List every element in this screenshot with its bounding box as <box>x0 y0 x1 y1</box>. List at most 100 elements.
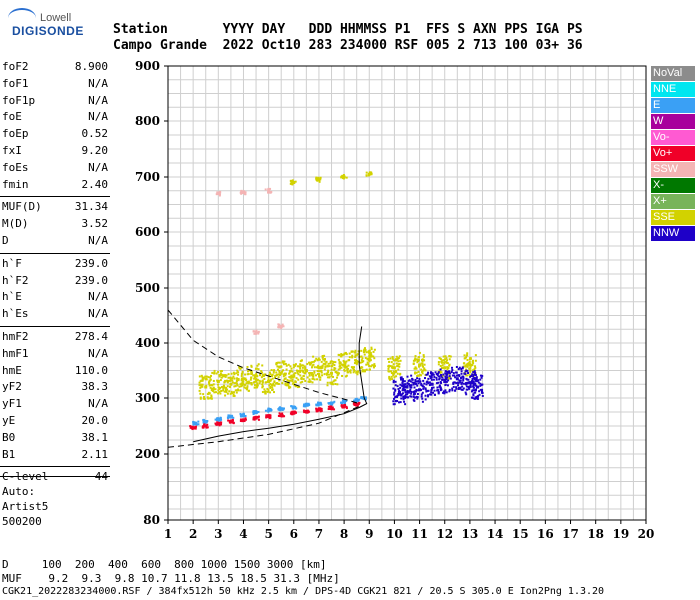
data-point <box>257 418 260 421</box>
data-point <box>348 370 351 373</box>
data-point <box>445 357 448 360</box>
data-point <box>268 384 271 387</box>
data-point <box>279 373 282 376</box>
data-point <box>229 376 232 379</box>
data-point <box>195 422 198 425</box>
param-value: 3.52 <box>81 217 109 231</box>
data-point <box>204 385 208 389</box>
data-point <box>252 416 255 419</box>
data-point <box>304 402 307 405</box>
data-point <box>298 365 301 368</box>
data-point <box>440 375 443 378</box>
data-point <box>344 366 347 369</box>
data-point <box>269 414 272 417</box>
data-point <box>410 374 413 377</box>
data-point <box>330 408 333 411</box>
data-point <box>293 406 296 409</box>
data-point <box>273 376 276 379</box>
data-point <box>442 355 445 358</box>
data-point <box>344 352 347 355</box>
data-point <box>282 325 285 328</box>
data-point <box>226 381 229 384</box>
data-point <box>429 393 432 396</box>
x-tick-label: 19 <box>612 527 629 541</box>
data-point <box>439 380 442 383</box>
data-point <box>217 386 220 389</box>
data-point <box>423 377 426 380</box>
data-point <box>416 397 419 400</box>
data-point <box>429 377 432 380</box>
data-point <box>280 327 283 330</box>
data-point <box>282 363 285 366</box>
data-point <box>346 369 349 372</box>
param-row: hmF1 N/A <box>2 346 108 362</box>
data-point <box>474 391 477 394</box>
data-point <box>472 380 475 383</box>
data-point <box>192 426 195 429</box>
data-point <box>217 383 220 386</box>
data-point <box>201 376 204 379</box>
data-point <box>278 379 281 382</box>
data-point <box>402 398 405 401</box>
data-point <box>213 369 216 372</box>
param-key: fmin <box>2 177 29 191</box>
data-point <box>298 385 301 388</box>
data-point <box>462 387 465 390</box>
data-point <box>292 381 295 384</box>
data-point <box>340 353 343 356</box>
data-point <box>308 374 311 377</box>
data-point <box>222 375 225 378</box>
data-point <box>396 394 399 397</box>
data-point <box>406 391 409 394</box>
data-point <box>458 379 461 382</box>
data-point <box>320 403 323 406</box>
data-point <box>291 182 294 185</box>
data-point <box>450 371 453 374</box>
data-point <box>291 378 294 381</box>
data-point <box>461 367 464 370</box>
data-point <box>479 384 482 387</box>
data-point <box>218 390 221 393</box>
data-point <box>457 386 460 389</box>
data-point <box>410 390 413 393</box>
data-point <box>423 363 426 366</box>
data-point <box>210 387 213 390</box>
data-point <box>355 371 358 374</box>
data-point <box>466 358 469 361</box>
data-point <box>211 384 214 387</box>
data-point <box>336 383 339 386</box>
data-point <box>270 378 273 381</box>
data-point <box>364 396 367 399</box>
data-point <box>252 411 255 414</box>
data-point <box>327 408 330 411</box>
data-point <box>253 374 256 377</box>
data-point <box>253 418 256 421</box>
data-point <box>318 403 321 406</box>
data-point <box>447 371 450 374</box>
data-point <box>345 400 348 403</box>
data-point <box>327 373 330 376</box>
data-point <box>421 372 424 375</box>
data-point <box>214 391 217 394</box>
data-point <box>255 410 258 413</box>
data-point <box>216 421 219 424</box>
data-point <box>355 398 358 401</box>
data-point <box>322 362 325 365</box>
data-point <box>364 349 367 352</box>
data-point <box>433 389 436 392</box>
data-point <box>397 401 400 404</box>
data-point <box>444 358 447 361</box>
data-point <box>269 382 272 385</box>
data-point <box>190 425 193 428</box>
data-point <box>212 383 215 386</box>
data-point <box>417 382 420 385</box>
data-point <box>465 363 468 366</box>
data-point <box>330 405 333 408</box>
data-point <box>427 395 430 398</box>
data-point <box>253 377 256 380</box>
data-point <box>331 406 334 409</box>
x-tick-label: 6 <box>290 527 298 541</box>
data-point <box>236 379 239 382</box>
data-point <box>390 361 393 364</box>
data-point <box>343 406 346 409</box>
